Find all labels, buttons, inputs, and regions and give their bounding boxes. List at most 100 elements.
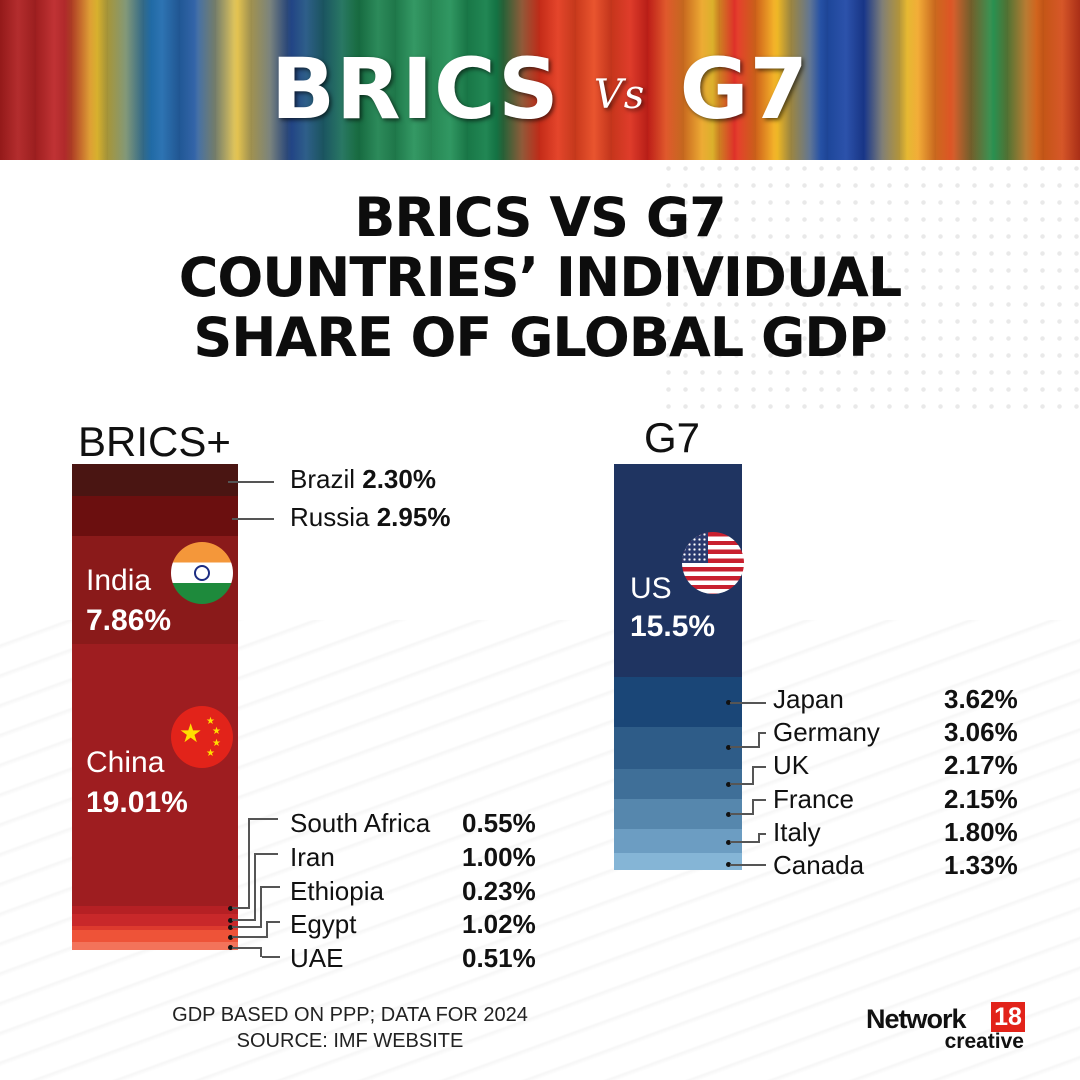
dot-japan bbox=[726, 700, 731, 705]
leader-russia bbox=[232, 518, 274, 520]
dot-canada bbox=[726, 862, 731, 867]
source-note-line-2: SOURCE: IMF WEBSITE bbox=[236, 1030, 464, 1052]
leader-uk-v bbox=[730, 766, 754, 785]
label-iran: Iran bbox=[290, 842, 335, 872]
leader-south-africa-h bbox=[250, 818, 278, 820]
bar-segment-uae bbox=[72, 942, 238, 950]
bar-segment-egypt bbox=[72, 930, 238, 942]
g7-stacked-bar: US 15.5% bbox=[614, 464, 744, 870]
leader-ethiopia-v bbox=[232, 886, 262, 928]
dot-egypt bbox=[228, 935, 233, 940]
leader-uk-h bbox=[754, 766, 766, 768]
brics-stacked-bar: India 7.86% China 19.01% ★ ★ ★ ★ ★ bbox=[72, 464, 238, 950]
value-france: 2.15% bbox=[944, 784, 1018, 814]
network18-logo: Network 18 creative bbox=[866, 1002, 1026, 1054]
label-italy: Italy bbox=[773, 817, 821, 847]
leader-italy-v bbox=[730, 833, 760, 843]
us-value: 15.5% bbox=[630, 610, 716, 643]
label-canada: Canada bbox=[773, 850, 865, 880]
value-ethiopia: 0.23% bbox=[462, 876, 536, 906]
label-uae: UAE bbox=[290, 943, 344, 973]
dot-france bbox=[726, 812, 731, 817]
bar-segment-japan bbox=[614, 677, 742, 727]
leader-germany-v bbox=[730, 732, 760, 748]
dot-italy bbox=[726, 840, 731, 845]
dot-south-africa bbox=[228, 906, 233, 911]
leader-iran-h bbox=[256, 853, 278, 855]
bar-segment-china bbox=[72, 644, 238, 906]
dot-iran bbox=[228, 918, 233, 923]
logo-sub: creative bbox=[944, 1030, 1024, 1053]
leader-egypt-v bbox=[232, 921, 268, 938]
leader-brazil bbox=[228, 481, 274, 483]
bar-segment-russia bbox=[72, 496, 238, 536]
bar-segment-iran bbox=[72, 914, 238, 926]
bar-segment-uk bbox=[614, 769, 742, 799]
india-flag-icon bbox=[171, 542, 233, 604]
value-iran: 1.00% bbox=[462, 842, 536, 872]
label-ethiopia: Ethiopia bbox=[290, 876, 384, 906]
label-egypt: Egypt bbox=[290, 909, 357, 939]
logo-name: Network bbox=[866, 1004, 967, 1034]
value-egypt: 1.02% bbox=[462, 909, 536, 939]
label-brazil: Brazil 2.30% bbox=[290, 464, 436, 495]
india-value: 7.86% bbox=[86, 604, 172, 637]
leader-italy-h bbox=[760, 833, 766, 835]
source-note-line-1: GDP BASED ON PPP; DATA FOR 2024 bbox=[172, 1004, 528, 1026]
banner-title-brics: BRICS bbox=[271, 40, 560, 138]
banner-title-vs: Vs bbox=[593, 72, 646, 119]
value-japan: 3.62% bbox=[944, 684, 1018, 714]
value-south-africa: 0.55% bbox=[462, 808, 536, 838]
bar-segment-germany bbox=[614, 727, 742, 769]
title-line-1: BRICS VS G7 bbox=[354, 186, 727, 249]
dot-pattern bbox=[660, 160, 1080, 420]
page-title: BRICS VS G7 COUNTRIES’ INDIVIDUAL SHARE … bbox=[0, 188, 1080, 368]
value-uk: 2.17% bbox=[944, 750, 1018, 780]
brics-group-title: BRICS+ bbox=[78, 418, 231, 465]
leader-germany-h bbox=[760, 732, 766, 734]
dot-uae bbox=[228, 945, 233, 950]
label-japan: Japan bbox=[773, 684, 844, 714]
label-germany: Germany bbox=[773, 717, 880, 747]
us-name: US bbox=[630, 572, 672, 605]
leader-ethiopia-h bbox=[262, 886, 280, 888]
bar-segment-canada bbox=[614, 853, 742, 870]
bar-segment-italy bbox=[614, 829, 742, 853]
title-line-3: SHARE OF GLOBAL GDP bbox=[193, 306, 887, 369]
bar-segment-brazil bbox=[72, 464, 238, 496]
label-russia-value: 2.95% bbox=[376, 502, 451, 532]
dot-ethiopia bbox=[228, 925, 233, 930]
leader-south-africa-v bbox=[232, 818, 250, 909]
dot-uk bbox=[726, 782, 731, 787]
label-brazil-value: 2.30% bbox=[362, 464, 436, 494]
dot-germany bbox=[726, 745, 731, 750]
title-line-2: COUNTRIES’ INDIVIDUAL bbox=[178, 246, 902, 309]
logo-number: 18 bbox=[991, 1002, 1025, 1032]
value-germany: 3.06% bbox=[944, 717, 1018, 747]
leader-japan bbox=[730, 702, 766, 704]
label-russia: Russia 2.95% bbox=[290, 502, 450, 533]
value-uae: 0.51% bbox=[462, 943, 536, 973]
value-canada: 1.33% bbox=[944, 850, 1018, 880]
china-name: China bbox=[86, 746, 165, 779]
value-italy: 1.80% bbox=[944, 817, 1018, 847]
bar-segment-ethiopia bbox=[72, 926, 238, 930]
flags-banner: BRICS Vs G7 bbox=[0, 0, 1080, 160]
banner-title-g7: G7 bbox=[679, 40, 809, 138]
source-note: GDP BASED ON PPP; DATA FOR 2024 SOURCE: … bbox=[130, 1002, 570, 1054]
leader-france-v bbox=[730, 799, 754, 815]
banner-title: BRICS Vs G7 bbox=[0, 40, 1080, 138]
leader-canada bbox=[730, 864, 766, 866]
leader-iran-v bbox=[232, 853, 256, 921]
us-flag-icon bbox=[682, 532, 744, 594]
india-name: India bbox=[86, 564, 152, 597]
label-russia-name: Russia bbox=[290, 502, 370, 532]
label-uk: UK bbox=[773, 750, 810, 780]
china-value: 19.01% bbox=[86, 786, 188, 819]
bar-segment-south-africa bbox=[72, 906, 238, 914]
label-south-africa: South Africa bbox=[290, 808, 431, 838]
leader-egypt-h bbox=[268, 921, 280, 923]
label-france: France bbox=[773, 784, 854, 814]
leader-uae-v bbox=[232, 947, 262, 957]
g7-group-title: G7 bbox=[644, 414, 701, 461]
